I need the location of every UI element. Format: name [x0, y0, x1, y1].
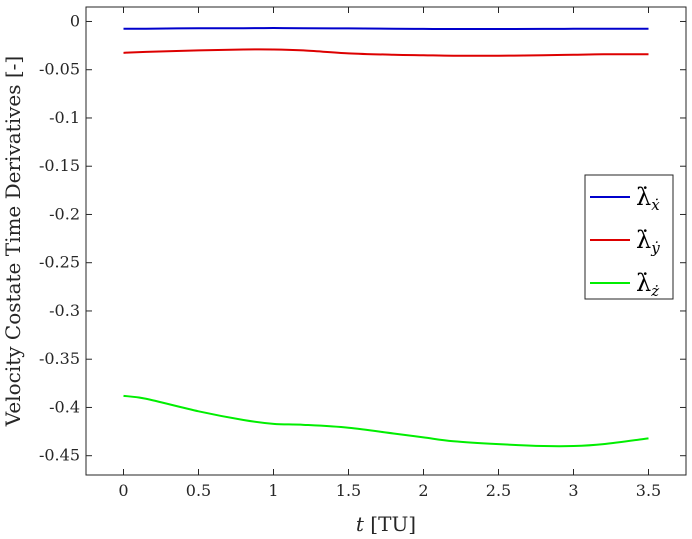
x-axis-unit: [TU] — [370, 512, 416, 536]
series-line-1 — [123, 27, 649, 31]
legend-subscript: ẏ — [650, 239, 660, 257]
legend-symbol: λ̇ — [636, 183, 651, 211]
legend-label: λ̇ẋ — [636, 183, 660, 214]
y-tick-label: -0.15 — [39, 156, 80, 175]
legend-entries: λ̇ẋλ̇ẏλ̇ż — [590, 183, 660, 300]
y-tick-label: -0.45 — [39, 446, 80, 465]
x-ticks: 0 0.5 1 1.5 2 2.5 3 3.5 — [118, 7, 661, 500]
x-tick-label: 2 — [418, 481, 428, 500]
legend-label: λ̇ż — [636, 269, 659, 300]
series-line-2 — [123, 48, 649, 57]
y-tick-label: -0.4 — [49, 397, 80, 416]
y-tick-label: -0.25 — [39, 253, 80, 272]
x-tick-label: 3 — [568, 481, 578, 500]
x-tick-label: 1 — [268, 481, 278, 500]
legend-box — [584, 174, 674, 300]
y-tick-label: -0.05 — [39, 60, 80, 79]
x-tick-label: 0.5 — [186, 481, 211, 500]
y-tick-label: -0.2 — [49, 204, 80, 223]
x-axis-variable: t — [356, 512, 365, 536]
legend-subscript: ż — [650, 282, 659, 300]
y-tick-label: -0.1 — [49, 108, 80, 127]
x-axis-title: t [TU] — [356, 512, 416, 536]
series-line-3 — [123, 394, 649, 448]
legend-label: λ̇ẏ — [636, 226, 660, 257]
x-tick-label: 2.5 — [486, 481, 511, 500]
y-axis-title: Velocity Costate Time Derivatives [-] — [1, 56, 25, 427]
x-tick-label: 1.5 — [336, 481, 361, 500]
legend-symbol: λ̇ — [636, 269, 651, 297]
y-tick-label: -0.3 — [49, 301, 80, 320]
legend-subscript: ẋ — [651, 196, 660, 214]
x-tick-label: 0 — [118, 481, 128, 500]
x-tick-label: 3.5 — [636, 481, 661, 500]
y-ticks: 0 -0.05 -0.1 -0.15 -0.2 -0.25 -0.3 -0.35 -0.4 -0.… — [39, 11, 686, 465]
legend: λ̇ẋλ̇ẏλ̇ż — [584, 174, 674, 300]
y-tick-label: -0.35 — [39, 349, 80, 368]
series-lines — [123, 27, 649, 448]
y-tick-label: 0 — [70, 11, 80, 30]
legend-symbol: λ̇ — [636, 226, 651, 254]
